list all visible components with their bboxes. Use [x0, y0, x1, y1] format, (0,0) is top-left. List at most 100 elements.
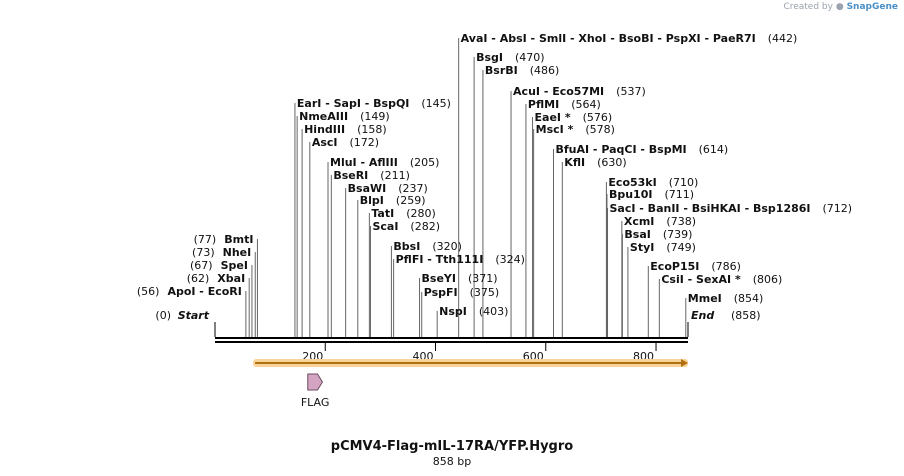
enzyme-site-12[interactable]: XcmI (738) [621, 215, 696, 337]
enzyme-site-3[interactable]: AcuI - Eco57MI (537) [510, 85, 646, 337]
enzyme-name: PflFI - Tth111I [396, 253, 484, 266]
enzyme-name: XcmI [624, 215, 655, 228]
watermark-prefix: Created by [783, 2, 833, 12]
plasmid-title: pCMV4-Flag-mIL-17RA/YFP.Hygro [330, 439, 574, 454]
end-marker: End (858) [687, 309, 761, 337]
enzyme-name: BsgI [476, 51, 503, 64]
enzyme-position: (73) [192, 246, 215, 259]
enzyme-site-26[interactable]: TatI (280) [368, 207, 436, 337]
enzyme-site-7[interactable]: BfuAI - PaqCI - BspMI (614) [552, 143, 729, 337]
enzyme-site-6[interactable]: MscI * (578) [533, 123, 615, 337]
enzyme-name: BbsI [393, 240, 420, 253]
enzyme-site-2[interactable]: BsrBI (486) [482, 64, 560, 337]
enzyme-position: (486) [530, 64, 560, 77]
enzyme-site-4[interactable]: PflMI (564) [525, 98, 601, 337]
flag-feature-arrow-icon [307, 373, 324, 391]
enzyme-position: (324) [495, 253, 525, 266]
enzyme-name: BseRI [333, 169, 368, 182]
enzyme-name: BsrBI [485, 64, 518, 77]
end-position: (858) [731, 309, 761, 322]
enzyme-position: (282) [410, 220, 440, 233]
enzyme-position: (710) [669, 176, 699, 189]
enzyme-position: (67) [190, 259, 213, 272]
enzyme-site-16[interactable]: CsiI - SexAI * (806) [658, 273, 782, 337]
enzyme-position: (739) [663, 228, 693, 241]
enzyme-position: (749) [666, 241, 696, 254]
enzyme-site-5[interactable]: EaeI * (576) [532, 111, 613, 337]
enzyme-name: TatI [371, 207, 394, 220]
watermark-brand: SnapGene [846, 2, 898, 12]
enzyme-position: (320) [432, 240, 462, 253]
end-label: End [691, 309, 714, 322]
enzyme-site-29[interactable]: PflFI - Tth111I (324) [393, 253, 525, 337]
enzyme-site-25[interactable]: BlpI (259) [357, 194, 426, 337]
enzyme-site-36[interactable]: XbaI (62) [187, 272, 250, 337]
snapgene-watermark: Created by ● SnapGene [783, 2, 898, 12]
enzyme-site-30[interactable]: BseYI (371) [419, 272, 498, 337]
enzyme-name: Eco53kI [608, 176, 656, 189]
enzyme-position: (537) [616, 85, 646, 98]
enzyme-site-10[interactable]: Bpu10I (711) [606, 188, 694, 337]
enzyme-site-34[interactable]: NheI (73) [192, 246, 256, 337]
enzyme-site-24[interactable]: BsaWI (237) [345, 182, 428, 337]
enzyme-name: XbaI [217, 272, 245, 285]
enzyme-position: (854) [734, 292, 764, 305]
start-position: (0) [155, 309, 171, 322]
enzyme-site-13[interactable]: BsaI (739) [621, 228, 693, 337]
enzyme-site-35[interactable]: SpeI (67) [190, 259, 253, 337]
enzyme-site-9[interactable]: Eco53kI (710) [605, 176, 699, 337]
start-marker: (0) Start [155, 309, 216, 337]
enzyme-site-19[interactable]: NmeAIII (149) [296, 110, 390, 337]
enzyme-name: NspI [439, 305, 467, 318]
enzyme-name: SpeI [221, 259, 248, 272]
enzyme-name: EarI - SapI - BspQI [297, 97, 409, 110]
enzyme-name: BfuAI - PaqCI - BspMI [555, 143, 686, 156]
enzyme-name: PspFI [424, 286, 458, 299]
enzyme-position: (786) [711, 260, 741, 273]
start-label: Start [178, 309, 210, 322]
enzyme-position: (205) [410, 156, 440, 169]
restriction-sites: AvaI - AbsI - SmlI - XhoI - BsoBI - PspX… [137, 32, 852, 337]
enzyme-site-37[interactable]: ApoI - EcoRI (56) [137, 285, 247, 337]
enzyme-site-20[interactable]: HindIII (158) [301, 123, 387, 337]
enzyme-site-21[interactable]: AscI (172) [309, 136, 379, 337]
enzyme-site-1[interactable]: BsgI (470) [473, 51, 545, 337]
enzyme-site-8[interactable]: KflI (630) [561, 156, 627, 337]
enzyme-position: (62) [187, 272, 210, 285]
enzyme-name: BsaI [624, 228, 650, 241]
enzyme-position: (237) [398, 182, 428, 195]
enzyme-name: NheI [223, 246, 252, 259]
enzyme-site-28[interactable]: BbsI (320) [390, 240, 462, 337]
enzyme-site-17[interactable]: MmeI (854) [685, 292, 764, 337]
enzyme-position: (470) [515, 51, 545, 64]
enzyme-position: (712) [823, 202, 853, 215]
enzyme-site-31[interactable]: PspFI (375) [421, 286, 500, 337]
feature-label-flag: FLAG [301, 396, 330, 409]
enzyme-site-33[interactable]: BmtI (77) [194, 233, 258, 337]
enzyme-name: MluI - AflIII [330, 156, 398, 169]
enzyme-position: (56) [137, 285, 160, 298]
enzyme-position: (442) [768, 32, 798, 45]
orf-arrow[interactable] [253, 359, 688, 367]
enzyme-name: EcoP15I [650, 260, 699, 273]
enzyme-site-11[interactable]: SacI - BanII - BsiHKAI - Bsp1286I (712) [607, 202, 853, 337]
enzyme-name: EaeI * [535, 111, 571, 124]
enzyme-position: (158) [357, 123, 387, 136]
enzyme-position: (145) [421, 97, 451, 110]
enzyme-name: PflMI [528, 98, 559, 111]
enzyme-site-0[interactable]: AvaI - AbsI - SmlI - XhoI - BsoBI - PspX… [458, 32, 798, 337]
enzyme-position: (371) [468, 272, 498, 285]
enzyme-name: BsaWI [348, 182, 387, 195]
enzyme-site-15[interactable]: EcoP15I (786) [647, 260, 741, 337]
enzyme-name: BseYI [422, 272, 456, 285]
enzyme-site-14[interactable]: StyI (749) [627, 241, 696, 337]
snapgene-logo-icon: ● [835, 2, 844, 12]
enzyme-site-32[interactable]: NspI (403) [436, 305, 508, 337]
enzyme-site-22[interactable]: MluI - AflIII (205) [327, 156, 440, 337]
feature-flag[interactable]: FLAG [301, 373, 330, 409]
enzyme-position: (614) [699, 143, 729, 156]
enzyme-name: AscI [312, 136, 338, 149]
enzyme-site-27[interactable]: ScaI (282) [369, 220, 440, 337]
enzyme-site-23[interactable]: BseRI (211) [330, 169, 410, 337]
enzyme-site-18[interactable]: EarI - SapI - BspQI (145) [294, 97, 451, 337]
